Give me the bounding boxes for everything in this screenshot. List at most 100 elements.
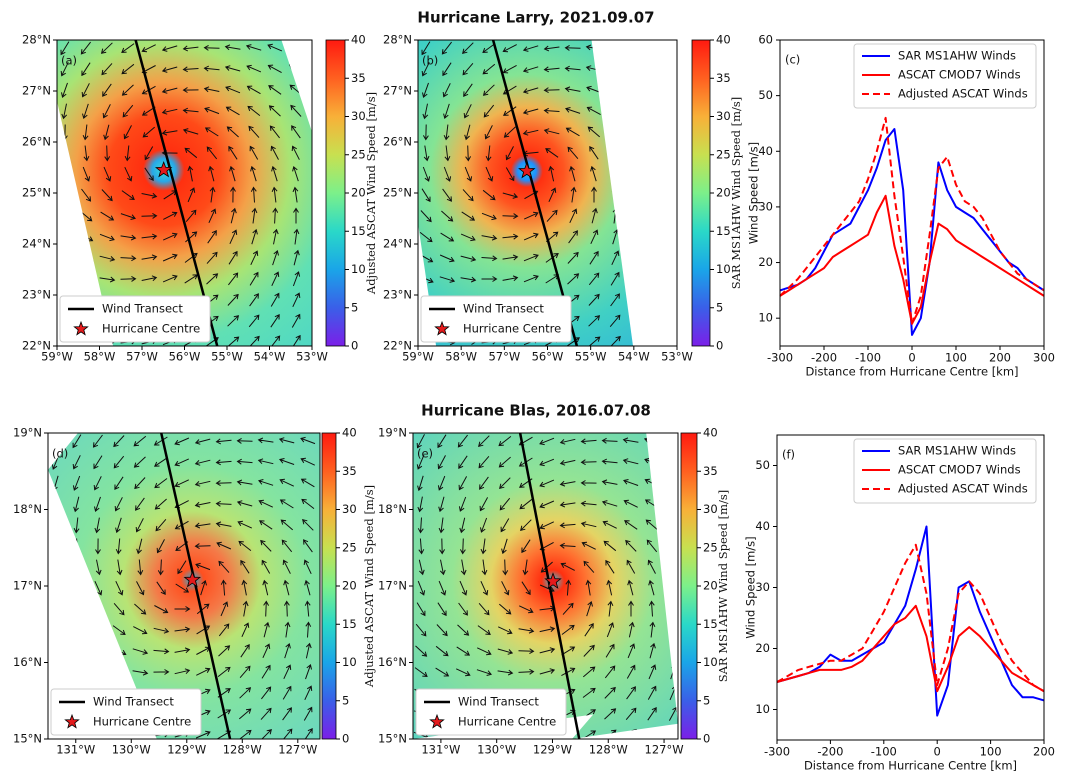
colorbar (321, 432, 337, 740)
colorbar-tick-label: 15 (351, 224, 366, 238)
y-tick-label: 28°N (22, 33, 51, 47)
panel-label: (c) (785, 53, 800, 67)
legend-star (434, 320, 450, 336)
y-tick-label: 10 (755, 702, 770, 716)
y-tick-label: 17°N (378, 579, 407, 593)
x-tick-label: 129°W (167, 743, 206, 757)
wind-field (418, 40, 633, 346)
colorbar-tick-label: 10 (703, 655, 718, 669)
x-tick-label: 53°W (296, 350, 328, 364)
y-tick-label: 26°N (22, 135, 51, 149)
colorbar-tick-label: 40 (342, 426, 357, 440)
y-tick-label: 50 (755, 458, 770, 472)
x-tick-label: -200 (811, 351, 837, 365)
y-tick-label: 24°N (22, 237, 51, 251)
y-tick-label: 24°N (383, 237, 412, 251)
colorbar-tick-label: 0 (703, 732, 710, 746)
series-line (779, 116, 1045, 325)
series-line (776, 604, 1045, 693)
hurricane-centre (544, 572, 562, 589)
legend-label: Hurricane Centre (463, 322, 561, 336)
y-tick-label: 23°N (22, 288, 51, 302)
colorbar-tick-label: 35 (351, 71, 366, 85)
y-tick-label: 16°N (13, 655, 42, 669)
legend-label: Hurricane Centre (102, 322, 200, 336)
legend-label: ASCAT CMOD7 Winds (898, 463, 1021, 477)
x-tick-label: -200 (817, 745, 843, 759)
colorbar-tick-label: 5 (342, 693, 349, 707)
legend-label: Adjusted ASCAT Winds (898, 482, 1028, 496)
colorbar-tick-label: 10 (716, 262, 731, 276)
x-tick-label: -100 (855, 351, 881, 365)
x-tick-label: 59°W (402, 350, 434, 364)
x-tick-label: 55°W (211, 350, 243, 364)
legend-label: Wind Transect (93, 695, 174, 709)
series-line (776, 543, 1045, 693)
x-tick-label: -300 (764, 745, 790, 759)
colorbar-label: SAR MS1AHW Wind Speed [m/s] (716, 490, 730, 683)
x-tick-label: 100 (945, 351, 967, 365)
colorbar (325, 39, 346, 347)
colorbar-tick-label: 40 (716, 33, 731, 47)
legend-label: Wind Transect (458, 695, 539, 709)
legend-label: Adjusted ASCAT Winds (898, 87, 1028, 101)
legend-star (64, 713, 80, 729)
y-tick-label: 40 (758, 144, 773, 158)
legend-label: SAR MS1AHW Winds (898, 49, 1016, 63)
x-tick-label: 57°W (488, 350, 520, 364)
x-tick-label: 131°W (421, 743, 460, 757)
colorbar (691, 39, 711, 347)
colorbar-tick-label: 35 (703, 464, 718, 478)
y-tick-label: 25°N (383, 186, 412, 200)
hurricane-centre (155, 160, 173, 178)
y-axis-label: Wind Speed [m/s] (744, 536, 758, 638)
panel-label: (a) (61, 54, 77, 68)
wind-transect (134, 40, 219, 346)
colorbar-tick-label: 5 (703, 693, 710, 707)
colorbar-tick-label: 0 (716, 339, 723, 353)
colorbar-tick-label: 10 (342, 655, 357, 669)
colorbar-tick-label: 15 (703, 617, 718, 631)
legend-label: Hurricane Centre (93, 715, 191, 729)
x-tick-label: 58°W (445, 350, 477, 364)
y-tick-label: 30 (758, 199, 773, 213)
colorbar-tick-label: 25 (351, 147, 366, 161)
colorbar-tick-label: 30 (703, 502, 718, 516)
y-tick-label: 10 (758, 311, 773, 325)
colorbar-tick-label: 35 (716, 71, 731, 85)
legend-box (420, 295, 572, 343)
colorbar-tick-label: 40 (351, 33, 366, 47)
x-tick-label: 128°W (589, 743, 628, 757)
x-tick-label: 56°W (169, 350, 201, 364)
legend-label: ASCAT CMOD7 Winds (898, 68, 1021, 82)
row-title: Hurricane Larry, 2021.09.07 (417, 9, 654, 27)
y-tick-label: 30 (755, 580, 770, 594)
y-tick-label: 18°N (378, 502, 407, 516)
x-tick-label: 200 (1033, 745, 1055, 759)
x-tick-label: 130°W (477, 743, 516, 757)
legend-box (853, 438, 1037, 504)
panel-label: (e) (417, 447, 433, 461)
panel-label: (f) (782, 448, 795, 462)
y-tick-label: 28°N (383, 33, 412, 47)
colorbar-tick-label: 30 (716, 109, 731, 123)
x-tick-label: -100 (871, 745, 897, 759)
x-tick-label: 0 (934, 745, 941, 759)
y-tick-label: 22°N (22, 339, 51, 353)
y-tick-label: 15°N (378, 732, 407, 746)
colorbar-tick-label: 20 (716, 186, 731, 200)
colorbar-tick-label: 30 (342, 502, 357, 516)
y-tick-label: 50 (758, 88, 773, 102)
legend-label: Wind Transect (463, 302, 544, 316)
axes-frame (776, 434, 1045, 741)
y-tick-label: 19°N (13, 426, 42, 440)
legend-box (50, 688, 202, 736)
y-tick-label: 16°N (378, 655, 407, 669)
legend-label: Wind Transect (102, 302, 183, 316)
x-tick-label: 131°W (56, 743, 95, 757)
x-tick-label: 59°W (41, 350, 73, 364)
x-tick-label: 58°W (84, 350, 116, 364)
